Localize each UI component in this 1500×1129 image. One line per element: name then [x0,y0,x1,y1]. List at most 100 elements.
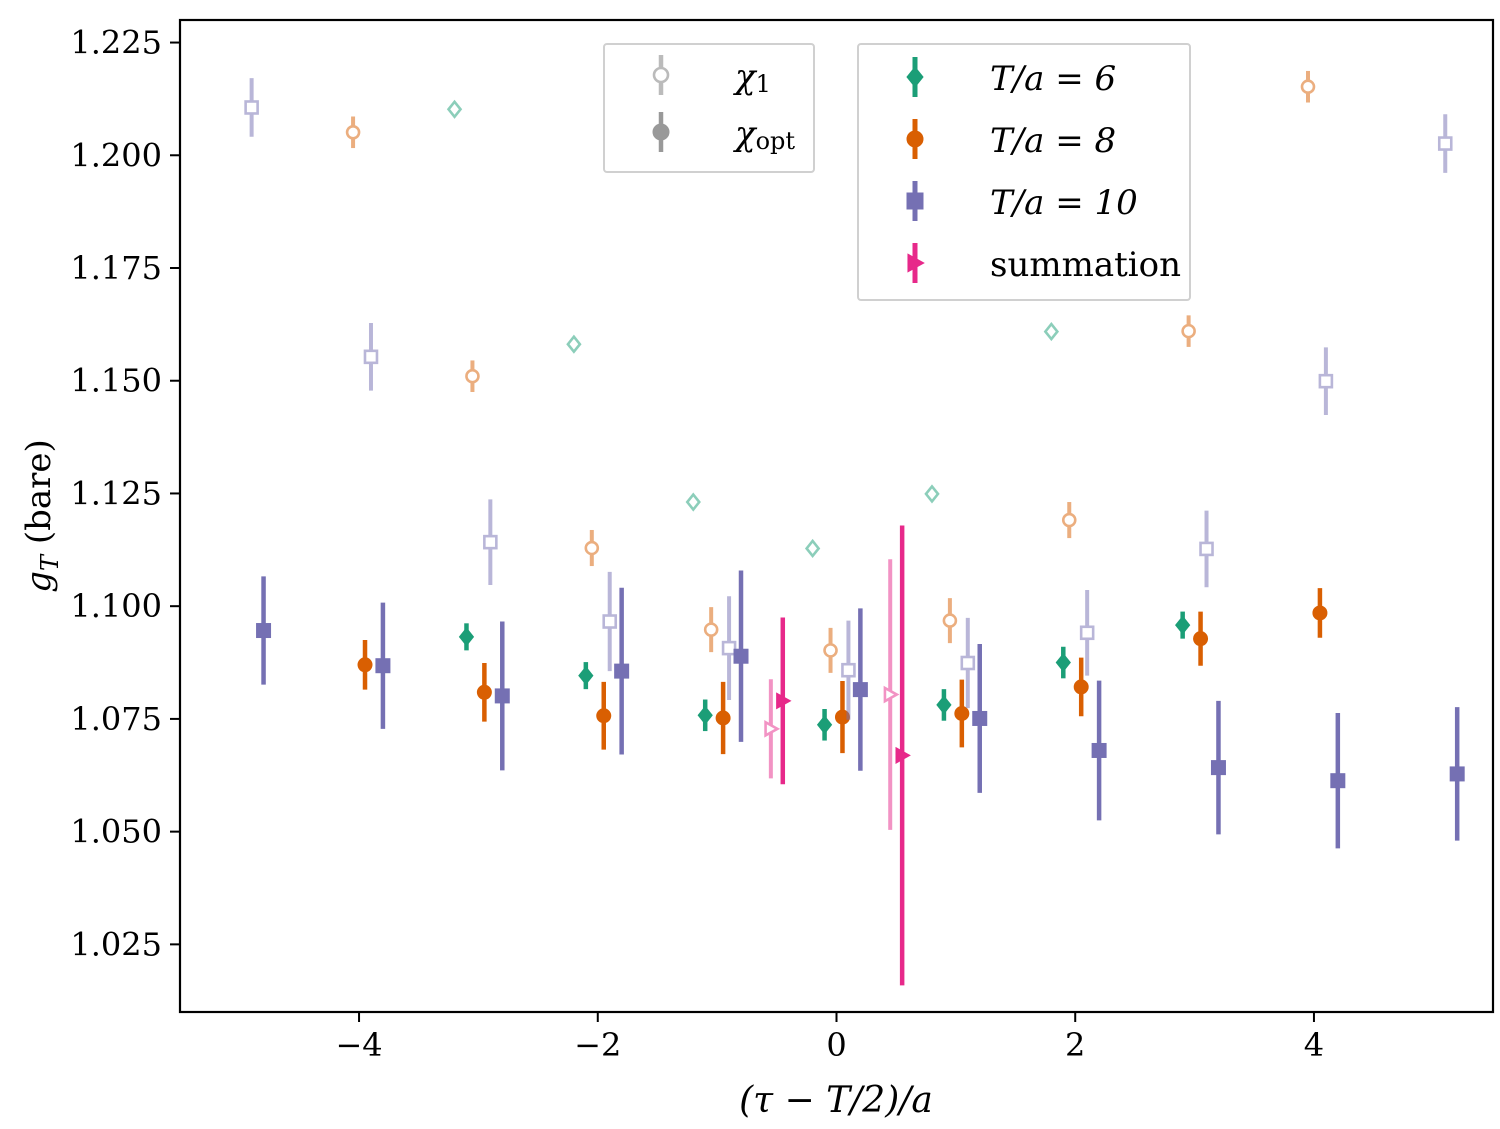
data-point-chiopt [357,657,373,673]
data-point-chiopt [954,705,970,721]
data-point-chiopt [776,692,792,710]
data-point-chi1 [1199,541,1214,557]
y-axis-label: gT (bare) [19,439,64,593]
data-point-chiopt [1330,773,1346,789]
data-point-chiopt [458,627,475,647]
x-tick-label: 2 [1065,1026,1085,1064]
series-0 [446,83,1191,741]
y-tick-label: 1.125 [70,474,162,512]
data-point-chi1 [804,538,821,559]
data-point-chiopt [1449,766,1465,782]
legend-chiopt-main: χ [733,114,758,154]
legend-series-label-1: T/a = 8 [990,121,1116,161]
series-1 [345,70,1328,755]
data-point-chi1 [345,124,361,140]
legend-chi: χ1 χopt [603,43,815,173]
data-point-chiopt [1312,605,1328,621]
y-axis-label-sub: T [36,553,64,571]
data-point-chiopt [614,663,630,679]
data-point-chi1 [883,685,900,704]
data-point-chiopt [1091,742,1107,758]
y-axis-label-main: g [19,571,59,593]
y-tick-label: 1.175 [70,249,162,287]
data-point-chi1 [841,662,856,678]
legend-marker [906,66,924,88]
series-3-chiopt [776,525,911,986]
data-point-chi1 [244,100,259,115]
data-point-chiopt [596,708,612,724]
data-point-chiopt [494,688,510,704]
data-point-chi1 [446,99,463,119]
legend-marker [652,66,670,84]
data-point-chiopt [852,682,868,698]
series-2-chiopt [256,570,1465,849]
data-point-chi1 [685,492,701,512]
series-2-chi1 [244,78,1453,720]
data-point-chiopt [1073,679,1089,695]
x-tick-label: 0 [826,1026,846,1064]
y-tick-label: 1.050 [70,813,162,851]
data-point-chi1 [602,614,618,629]
data-point-chi1 [960,655,976,671]
data-point-chi1 [1061,512,1077,528]
data-point-chiopt [715,710,731,726]
data-point-chi1 [703,622,719,637]
data-point-chi1 [721,640,737,656]
data-point-chiopt [733,648,749,664]
legend-series-label-2: T/a = 10 [990,183,1138,223]
legend-chi1-main: χ [733,57,758,97]
legend-series-label-3: summation [990,245,1181,285]
data-point-chiopt [1210,760,1226,776]
data-point-chiopt [936,695,952,715]
data-point-chi1 [465,368,480,384]
data-point-chi1 [1318,373,1334,389]
data-point-chiopt [1055,652,1071,673]
data-point-chiopt [697,705,713,725]
x-axis-label: (τ − T/2)/a [739,1080,933,1121]
y-tick-label: 1.075 [70,700,162,738]
legend-marker [906,130,924,148]
legend-marker [906,192,924,210]
axis-layer: −4 −2 0 2 4 1.025 1.050 1.075 1.100 1.125 1.150 1.1… [70,24,1324,1064]
series-0-chiopt [458,611,1191,741]
y-tick-label: 1.025 [70,925,162,963]
data-point-chiopt [1175,615,1191,635]
y-tick-label: 1.200 [70,136,162,174]
legend-marker [907,253,925,273]
data-point-chiopt [256,623,272,639]
series-1-chi1 [345,70,1316,673]
x-tick-label: −2 [574,1026,621,1064]
legend-series-label-0: T/a = 6 [990,59,1116,99]
data-point-chiopt [972,710,988,726]
series-layer [244,70,1465,986]
data-point-chiopt [578,666,594,686]
data-point-chi1 [566,334,582,354]
data-point-chi1 [1437,136,1453,151]
data-point-chi1 [942,613,958,628]
series-3-chi1 [764,559,900,830]
x-tick-label: −4 [335,1026,382,1064]
y-axis-label-rest: (bare) [19,439,59,555]
data-point-chi1 [584,540,600,556]
series-3 [764,525,911,986]
legend-chiopt-sub: opt [756,127,796,155]
data-point-chi1 [924,484,940,504]
data-point-chi1 [1181,323,1196,339]
legend-series: T/a = 6 T/a = 8 T/a = 10 summation [857,43,1191,301]
data-point-chiopt [375,658,391,674]
data-point-chiopt [476,684,492,700]
legend-chi1-sub: 1 [756,70,771,98]
y-tick-label: 1.100 [70,587,162,625]
data-point-chi1 [483,534,498,550]
data-point-chi1 [1079,625,1095,641]
legend-series-frame [857,43,1191,301]
data-point-chi1 [764,720,781,738]
series-1-chiopt [357,588,1328,755]
data-point-chi1 [1043,321,1060,342]
data-point-chi1 [1300,79,1316,95]
legend-chi1-label: χ1 [733,57,771,98]
data-point-chi1 [823,643,838,658]
legend-marker [652,123,670,141]
